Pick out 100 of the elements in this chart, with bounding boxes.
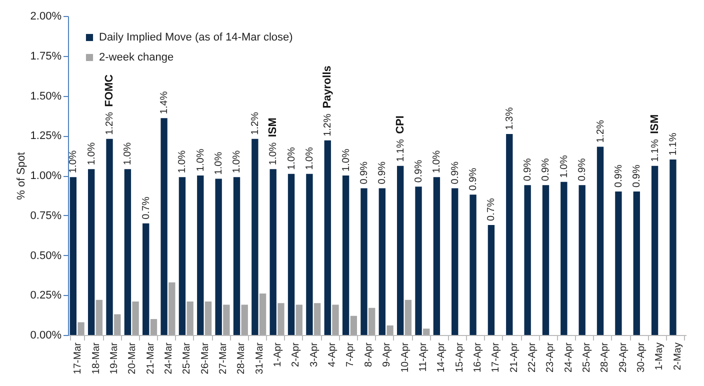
x-tick-label: 21-Apr xyxy=(508,342,520,373)
x-tick-label: 14-Apr xyxy=(436,342,448,373)
bar xyxy=(524,185,531,335)
data-label: 0.9% xyxy=(377,161,388,184)
bar xyxy=(168,282,176,335)
bar xyxy=(506,134,513,335)
data-label: 1.0% xyxy=(286,147,298,170)
y-tick-label: 0.50% xyxy=(30,250,62,262)
bar xyxy=(433,177,440,335)
data-label: 1.0% xyxy=(304,147,316,170)
x-tick-label: 28-Mar xyxy=(236,342,248,374)
data-label: 1.2% xyxy=(595,120,606,143)
bar xyxy=(350,316,358,335)
annotation: Payrolls xyxy=(322,66,334,108)
x-tick-label: 25-Apr xyxy=(582,342,593,373)
y-tick-label: 0.00% xyxy=(30,330,62,342)
data-label: 1.0% xyxy=(232,150,243,174)
bar xyxy=(204,302,212,335)
x-tick-label: 20-Mar xyxy=(127,342,138,374)
x-tick-label: 7-Apr xyxy=(345,342,356,367)
x-tick-label: 26-Mar xyxy=(200,342,211,374)
bar xyxy=(542,185,550,335)
legend-label: Daily Implied Move (as of 14-Mar close) xyxy=(99,32,293,44)
x-tick-label: 4-Apr xyxy=(327,342,338,367)
y-tick-label: 2.00% xyxy=(30,10,62,22)
y-tick-label: 1.00% xyxy=(30,170,62,182)
data-label: 1.0% xyxy=(432,150,443,174)
data-label: 0.9% xyxy=(450,161,461,184)
x-tick-label: 17-Apr xyxy=(490,342,502,373)
annotation: CPI xyxy=(394,116,406,134)
x-tick-label: 22-Apr xyxy=(527,342,538,373)
bar xyxy=(452,188,458,335)
data-label: 1.0% xyxy=(122,142,134,166)
annotation: ISM xyxy=(648,114,661,134)
bar xyxy=(670,160,676,335)
x-tick-label: 31-Mar xyxy=(254,342,266,374)
x-tick-label: 15-Apr xyxy=(454,342,466,373)
data-label: 1.1% xyxy=(668,132,679,156)
bar xyxy=(96,300,103,335)
bar xyxy=(288,174,295,335)
bar xyxy=(197,176,204,335)
x-tick-label: 11-Apr xyxy=(418,342,429,372)
x-tick-label: 21-Mar xyxy=(145,342,156,374)
data-label: 1.1% xyxy=(650,139,661,162)
x-tick-label: 17-Mar xyxy=(72,342,84,374)
x-tick-label: 3-Apr xyxy=(308,342,320,367)
bar xyxy=(270,169,276,335)
bar xyxy=(651,166,658,335)
bar xyxy=(470,194,476,335)
bar xyxy=(178,177,186,335)
bar xyxy=(615,191,622,335)
data-label: 1.0% xyxy=(268,142,280,166)
data-label: 0.9% xyxy=(358,161,370,184)
bar xyxy=(488,224,495,335)
bar xyxy=(78,322,84,335)
bar xyxy=(596,146,604,335)
x-tick-label: 1-May xyxy=(654,342,666,370)
bar xyxy=(223,304,230,335)
data-label: 1.3% xyxy=(504,107,516,130)
bar xyxy=(215,178,222,335)
bar xyxy=(306,174,313,335)
y-axis-title: % of Spot xyxy=(15,152,28,200)
data-label: 1.0% xyxy=(340,148,352,172)
annotation: ISM xyxy=(267,118,280,138)
data-label: 1.2% xyxy=(322,114,334,136)
bar xyxy=(70,177,76,335)
x-tick-label: 2-Apr xyxy=(290,342,302,367)
bar xyxy=(368,308,376,335)
bar xyxy=(88,169,95,335)
data-label: 1.2% xyxy=(250,112,261,135)
bar xyxy=(150,319,158,335)
x-tick-label: 27-Mar xyxy=(218,342,229,374)
x-tick-label: 9-Apr xyxy=(382,342,393,367)
bar xyxy=(106,138,113,335)
bar xyxy=(160,118,168,335)
x-tick-label: 18-Mar xyxy=(90,342,102,374)
x-tick-label: 10-Apr xyxy=(400,342,411,373)
x-tick-label: 29-Apr xyxy=(618,342,629,373)
x-tick-label: 28-Apr xyxy=(600,342,611,373)
bar xyxy=(386,325,394,335)
data-label: 1.2% xyxy=(104,112,116,135)
bar xyxy=(324,140,331,335)
data-label: 0.9% xyxy=(414,160,425,183)
y-tick-label: 0.75% xyxy=(30,210,62,222)
data-label: 0.9% xyxy=(468,168,480,191)
x-tick-label: 1-Apr xyxy=(272,342,284,367)
y-tick-label: 1.25% xyxy=(30,130,62,142)
data-label: 1.0% xyxy=(214,152,225,175)
data-label: 0.9% xyxy=(577,158,588,182)
data-label: 1.0% xyxy=(558,154,570,178)
bar xyxy=(633,191,640,335)
x-tick-label: 30-Apr xyxy=(636,342,648,373)
bar xyxy=(396,166,404,335)
bar xyxy=(241,304,248,335)
bar xyxy=(415,186,422,335)
data-label: 1.0% xyxy=(68,150,80,174)
data-label: 0.7% xyxy=(140,196,152,220)
bar xyxy=(186,302,194,335)
y-tick-label: 0.25% xyxy=(30,290,62,302)
data-label: 1.1% xyxy=(395,139,406,162)
